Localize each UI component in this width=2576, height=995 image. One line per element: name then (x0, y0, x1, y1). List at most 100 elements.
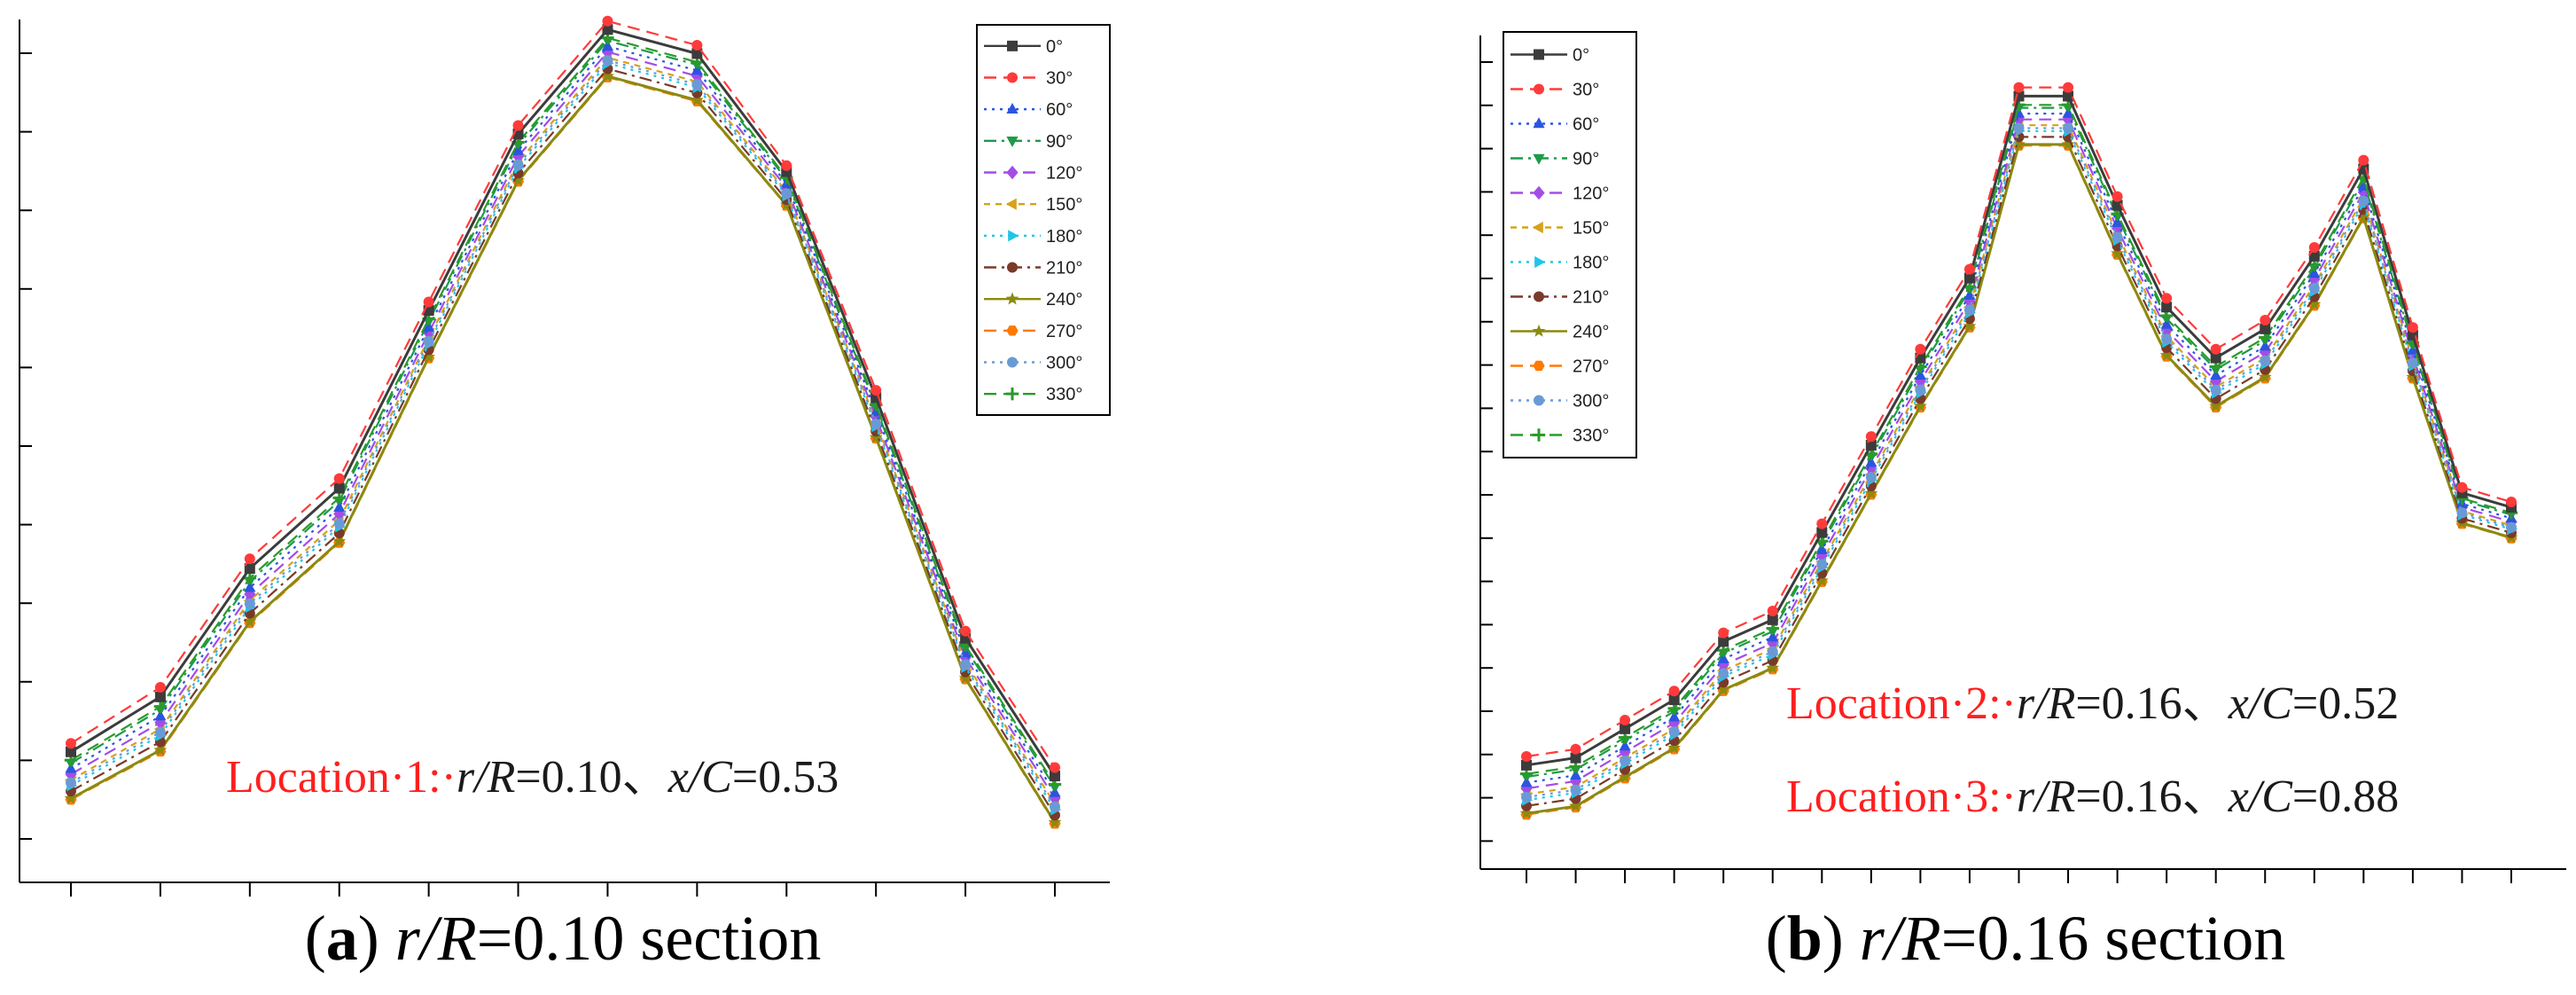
data-point (333, 518, 345, 529)
data-point (244, 553, 255, 565)
legend-label: 240° (1573, 323, 1609, 342)
data-point (2260, 315, 2271, 325)
data-point (1963, 304, 1975, 316)
data-point (1767, 606, 1778, 616)
data-point (511, 173, 525, 186)
legend-label: 120° (1046, 164, 1082, 184)
data-point (1914, 369, 1926, 380)
data-point (2308, 250, 2320, 262)
data-point (1816, 527, 1828, 538)
data-point (2308, 242, 2320, 253)
data-point (2112, 231, 2123, 243)
series-330deg (64, 31, 1062, 791)
series-30deg (66, 15, 1060, 773)
legend-marker (1534, 291, 1544, 302)
data-point (2356, 210, 2370, 223)
legend-label: 270° (1573, 357, 1609, 377)
legend-label: 240° (1046, 290, 1082, 309)
data-point (1717, 652, 1729, 663)
data-point (1049, 786, 1061, 797)
legend-marker (1532, 324, 1546, 337)
data-point (958, 671, 972, 685)
legend-marker (1006, 102, 1019, 114)
panel-a-y-ticks (20, 52, 32, 840)
data-point (1718, 627, 1729, 639)
legend-label: 150° (1573, 219, 1609, 239)
data-point (2112, 191, 2123, 202)
data-point (423, 296, 434, 308)
series-line (70, 75, 1056, 825)
data-point (333, 482, 345, 494)
data-point (1570, 752, 1581, 764)
series-270deg (65, 72, 1061, 829)
data-point (2161, 333, 2173, 345)
data-point (1767, 646, 1778, 657)
data-point (1570, 743, 1581, 755)
data-point (1668, 710, 1681, 722)
data-point (2161, 293, 2173, 304)
data-point (154, 709, 167, 721)
data-point (332, 534, 347, 547)
panel-b-x-ticks (1526, 869, 2512, 883)
data-point (2407, 322, 2418, 333)
legend-label: 300° (1046, 354, 1082, 373)
data-point (2210, 369, 2222, 380)
data-point (960, 659, 972, 670)
panel-a-x-ticks (70, 882, 1056, 897)
data-point (601, 69, 614, 82)
data-point (244, 563, 255, 575)
data-point (2210, 352, 2221, 364)
panel-b-series (1519, 82, 2518, 820)
panel-a-series (64, 15, 1062, 829)
legend-label: 30° (1046, 69, 1073, 89)
legend-marker (1533, 153, 1545, 165)
data-point (1865, 472, 1877, 483)
legend-marker (1005, 387, 1019, 401)
data-point (2260, 355, 2271, 366)
series-line (70, 56, 1056, 805)
data-point (781, 188, 792, 200)
data-point (2063, 122, 2074, 134)
panel-b-legend: 0° 30° 60° 90° 120° 150° 180° 210° 240° 270° 300° 3… (1503, 31, 1637, 458)
data-point (1865, 431, 1877, 443)
data-point (691, 48, 703, 59)
data-point (65, 762, 77, 773)
legend-marker (1534, 255, 1546, 269)
data-point (1816, 518, 1828, 529)
data-point (1668, 726, 1680, 738)
panel-b-caption: (b) r/R=0.16 section (1766, 903, 2286, 974)
data-point (2112, 215, 2124, 227)
data-point (2407, 343, 2419, 355)
series-180deg (66, 57, 1062, 816)
data-point (1521, 759, 1532, 771)
data-point (2209, 399, 2223, 412)
data-point (66, 777, 76, 788)
legend-label: 180° (1573, 254, 1609, 273)
data-point (691, 79, 703, 90)
data-point (691, 39, 703, 51)
legend-marker (1533, 185, 1545, 200)
data-point (781, 160, 792, 171)
panel-a-legend: 0° 30° 60° 90° 120° 150° 180° 210° 240° 270° 300° 3… (976, 24, 1111, 416)
series-line (70, 39, 1056, 788)
legend-marker (1533, 360, 1545, 372)
panel-a-caption: (a) r/R=0.10 section (305, 903, 822, 974)
data-point (66, 746, 76, 757)
data-point (2308, 282, 2320, 294)
legend-marker (1007, 72, 1018, 83)
data-point (1963, 272, 1975, 284)
data-point (2063, 90, 2074, 102)
data-point (1767, 614, 1778, 625)
data-point (1049, 791, 1061, 806)
data-point (333, 501, 346, 513)
data-point (1519, 806, 1534, 819)
legend-marker (1532, 221, 1543, 234)
series-240deg (64, 69, 1062, 828)
data-point (1815, 543, 1828, 554)
data-point (1668, 686, 1680, 697)
data-point (2456, 482, 2468, 493)
data-point (154, 726, 166, 738)
data-point (2111, 247, 2125, 260)
legend-label: 60° (1573, 115, 1599, 135)
